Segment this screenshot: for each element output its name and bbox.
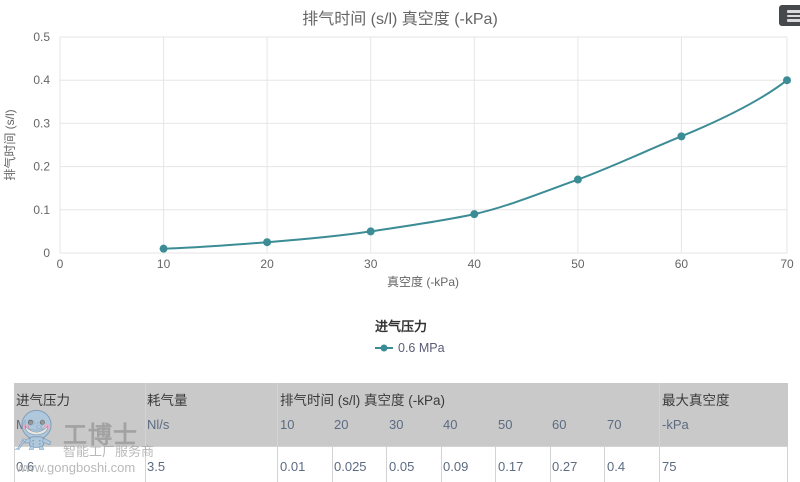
svg-text:排气时间 (s/l): 排气时间 (s/l): [2, 109, 17, 180]
svg-text:0.1: 0.1: [33, 203, 50, 217]
svg-text:0.2: 0.2: [33, 160, 50, 174]
svg-text:0.3: 0.3: [33, 116, 50, 130]
svg-text:0.5: 0.5: [33, 30, 50, 44]
svg-text:0.4: 0.4: [33, 73, 50, 87]
svg-text:40: 40: [468, 257, 482, 271]
svg-text:10: 10: [157, 257, 171, 271]
svg-text:0: 0: [43, 246, 50, 260]
svg-text:真空度 (-kPa): 真空度 (-kPa): [387, 274, 459, 289]
svg-text:0: 0: [57, 257, 64, 271]
svg-text:50: 50: [571, 257, 585, 271]
svg-text:60: 60: [675, 257, 689, 271]
svg-text:20: 20: [260, 257, 274, 271]
svg-text:70: 70: [780, 257, 794, 271]
svg-text:30: 30: [364, 257, 378, 271]
